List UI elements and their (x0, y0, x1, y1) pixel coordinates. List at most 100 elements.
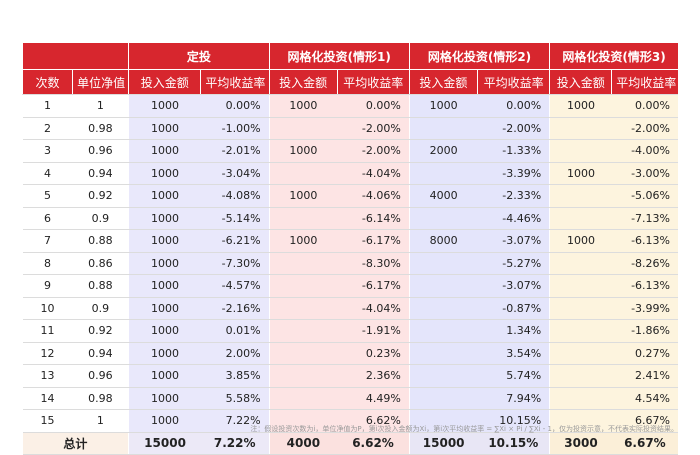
cell-scenario3-invest (549, 184, 612, 208)
cell-scenario3-return: -3.00% (611, 162, 678, 185)
cell-scenario2-return: -2.00% (477, 117, 550, 140)
cell-dingtou-return: 0.00% (200, 94, 270, 118)
cell-scenario2-invest (408, 387, 478, 410)
cell-dingtou-invest: 1000 (128, 342, 201, 365)
total-scenario3-invest: 3000 (549, 432, 612, 455)
col-header-count: 次数 (21, 69, 73, 95)
cell-scenario2-invest (408, 162, 478, 185)
cell-scenario3-return: -1.86% (611, 319, 678, 343)
cell-count: 9 (22, 274, 73, 298)
total-scenario1-return: 6.62% (337, 432, 410, 455)
cell-scenario1-return: 0.00% (337, 94, 410, 118)
table-row: 14 0.98 1000 5.58% 4.49% 7.94% 4.54% (22, 387, 678, 410)
cell-nav: 0.92 (72, 319, 129, 343)
cell-scenario1-invest (268, 387, 338, 410)
total-dingtou-invest: 15000 (128, 432, 201, 455)
table-row: 8 0.86 1000 -7.30% -8.30% -5.27% -8.26% (22, 252, 678, 275)
cell-count: 10 (22, 297, 73, 320)
cell-scenario1-return: 4.49% (337, 387, 410, 410)
cell-scenario1-invest (268, 364, 338, 388)
column-header-row: 次数 单位净值 投入金额 平均收益率 投入金额 平均收益率 投入金额 平均收益率… (21, 69, 678, 95)
cell-scenario1-return: -4.06% (337, 184, 410, 208)
cell-count: 12 (22, 342, 73, 365)
table-row: 4 0.94 1000 -3.04% -4.04% -3.39% 1000 -3.00% (22, 162, 678, 185)
cell-scenario1-invest (268, 297, 338, 320)
cell-nav: 0.88 (72, 274, 129, 298)
cell-scenario2-return: -0.87% (477, 297, 550, 320)
cell-nav: 0.94 (72, 342, 129, 365)
table-row: 11 0.92 1000 0.01% -1.91% 1.34% -1.86% (22, 319, 678, 343)
cell-dingtou-invest: 1000 (128, 409, 201, 433)
cell-scenario2-return: 7.94% (477, 387, 550, 410)
table-row: 10 0.9 1000 -2.16% -4.04% -0.87% -3.99% (22, 297, 678, 320)
table-row: 9 0.88 1000 -4.57% -6.17% -3.07% -6.13% (22, 274, 678, 298)
cell-dingtou-return: -4.08% (200, 184, 270, 208)
cell-nav: 0.9 (72, 297, 129, 320)
table-row: 2 0.98 1000 -1.00% -2.00% -2.00% -2.00% (22, 117, 678, 140)
cell-scenario1-invest: 1000 (268, 229, 338, 253)
cell-nav: 0.98 (72, 117, 129, 140)
table-row: 12 0.94 1000 2.00% 0.23% 3.54% 0.27% (22, 342, 678, 365)
cell-scenario2-return: 1.34% (477, 319, 550, 343)
cell-scenario2-invest (408, 297, 478, 320)
cell-scenario3-return: -5.06% (611, 184, 678, 208)
cell-scenario3-invest: 1000 (549, 229, 612, 253)
cell-scenario1-return: -2.00% (337, 139, 410, 163)
cell-count: 5 (22, 184, 73, 208)
table-row: 5 0.92 1000 -4.08% 1000 -4.06% 4000 -2.33% -5.06… (22, 184, 678, 208)
cell-scenario3-invest (549, 319, 612, 343)
cell-scenario2-return: -4.46% (477, 207, 550, 230)
cell-nav: 1 (72, 409, 129, 433)
table-row: 6 0.9 1000 -5.14% -6.14% -4.46% -7.13% (22, 207, 678, 230)
cell-scenario3-return: -3.99% (611, 297, 678, 320)
cell-dingtou-invest: 1000 (128, 319, 201, 343)
cell-dingtou-return: 2.00% (200, 342, 270, 365)
cell-scenario1-invest (268, 207, 338, 230)
cell-dingtou-return: -3.04% (200, 162, 270, 185)
cell-scenario1-invest (268, 274, 338, 298)
cell-scenario2-invest (408, 274, 478, 298)
cell-count: 4 (22, 162, 73, 185)
group-header-row: 定投 网格化投资(情形1) 网格化投资(情形2) 网格化投资(情形3) (21, 43, 678, 70)
cell-scenario3-invest (549, 409, 612, 433)
cell-scenario3-return: 4.54% (611, 387, 678, 410)
group-header-scenario-1: 网格化投资(情形1) (268, 43, 410, 70)
cell-count: 13 (22, 364, 73, 388)
cell-scenario1-return: -4.04% (337, 162, 410, 185)
col-header-invest: 投入金额 (408, 69, 478, 95)
cell-dingtou-return: 7.22% (200, 409, 270, 433)
footnote: 注：假设投资次数为i，单位净值为P，第i次投入金额为Xi，第i次平均收益率 = … (250, 425, 678, 433)
cell-scenario3-invest: 1000 (549, 94, 612, 118)
cell-scenario3-return: -6.13% (611, 274, 678, 298)
cell-scenario2-invest (408, 117, 478, 140)
col-header-invest: 投入金额 (128, 69, 201, 95)
cell-dingtou-invest: 1000 (128, 297, 201, 320)
cell-scenario3-invest: 1000 (549, 162, 612, 185)
col-header-return: 平均收益率 (200, 69, 270, 95)
cell-nav: 0.96 (72, 139, 129, 163)
cell-scenario2-invest (408, 409, 478, 433)
cell-dingtou-invest: 1000 (128, 252, 201, 275)
cell-scenario2-invest (408, 252, 478, 275)
cell-scenario2-return: -5.27% (477, 252, 550, 275)
cell-scenario3-invest (549, 139, 612, 163)
group-header-scenario-3: 网格化投资(情形3) (549, 43, 678, 70)
cell-scenario2-return: 0.00% (477, 94, 550, 118)
cell-scenario2-return: -2.33% (477, 184, 550, 208)
cell-scenario3-invest (549, 387, 612, 410)
cell-count: 6 (22, 207, 73, 230)
table-body: 1 1 1000 0.00% 1000 0.00% 1000 0.00% 1000 0.00% 2 0… (22, 94, 678, 455)
total-row: 总计 15000 7.22% 4000 6.62% 15000 10.15% 3000 6.67… (22, 432, 678, 455)
cell-scenario1-invest (268, 342, 338, 365)
cell-scenario1-invest: 1000 (268, 94, 338, 118)
cell-scenario1-return: -1.91% (337, 319, 410, 343)
total-scenario2-invest: 15000 (408, 432, 478, 455)
cell-scenario2-invest (408, 364, 478, 388)
cell-scenario1-return: 2.36% (337, 364, 410, 388)
col-header-nav: 单位净值 (72, 69, 129, 95)
col-header-return: 平均收益率 (336, 69, 410, 95)
cell-scenario3-invest (549, 207, 612, 230)
cell-scenario2-return: 5.74% (477, 364, 550, 388)
cell-dingtou-return: 3.85% (200, 364, 270, 388)
cell-nav: 1 (72, 94, 129, 118)
